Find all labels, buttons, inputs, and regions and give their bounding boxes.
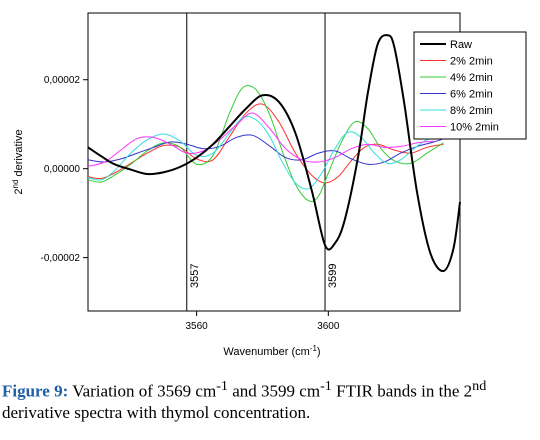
series-line-raw: [87, 34, 461, 272]
x-tick-label-0: 3560: [186, 321, 209, 332]
series-line-4pct-2min: [87, 84, 444, 202]
plot-frame: [87, 12, 461, 312]
series-line-2pct-2min: [87, 103, 444, 184]
series-line-10pct-2min: [87, 112, 434, 167]
reference-label-3557: 3557: [189, 264, 201, 288]
series-line-8pct-2min: [87, 115, 444, 190]
y-tick-label-2: -0,00002: [41, 253, 81, 264]
figure-caption: Figure 9: Variation of 3569 cm-1 and 359…: [2, 378, 487, 422]
caption-label: Figure 9:: [2, 381, 69, 401]
series-lines: [87, 34, 461, 272]
ftir-chart: 3557 3599 0,00002 0,00000 -0,00002 3560 3600…: [11, 12, 527, 358]
y-tick-label-1: 0,00000: [44, 164, 81, 175]
legend-entry-4: 8% 2min: [450, 105, 493, 117]
legend-entry-2: 4% 2min: [450, 72, 493, 84]
legend-entry-3: 6% 2min: [450, 89, 493, 101]
y-axis-label: 2nd derivative: [11, 129, 25, 194]
x-axis-label: Wavenumber (cm-1): [223, 344, 320, 358]
legend: Raw 2% 2min 4% 2min 6% 2min 8% 2min 10% 2min: [413, 31, 527, 140]
y-tick-label-0: 0,00002: [44, 75, 81, 86]
series-line-6pct-2min: [87, 134, 451, 165]
legend-box: [413, 31, 527, 140]
reference-lines: 3557 3599: [186, 13, 339, 311]
legend-entry-0: Raw: [450, 39, 472, 51]
legend-entry-5: 10% 2min: [450, 122, 499, 134]
reference-label-3599: 3599: [327, 264, 339, 288]
chart-svg: 3557 3599 0,00002 0,00000 -0,00002 3560 3600…: [11, 12, 527, 358]
y-axis: 0,00002 0,00000 -0,00002: [41, 75, 88, 264]
x-axis: 3560 3600: [186, 311, 340, 332]
legend-entry-1: 2% 2min: [450, 56, 493, 68]
x-tick-label-1: 3600: [317, 321, 340, 332]
